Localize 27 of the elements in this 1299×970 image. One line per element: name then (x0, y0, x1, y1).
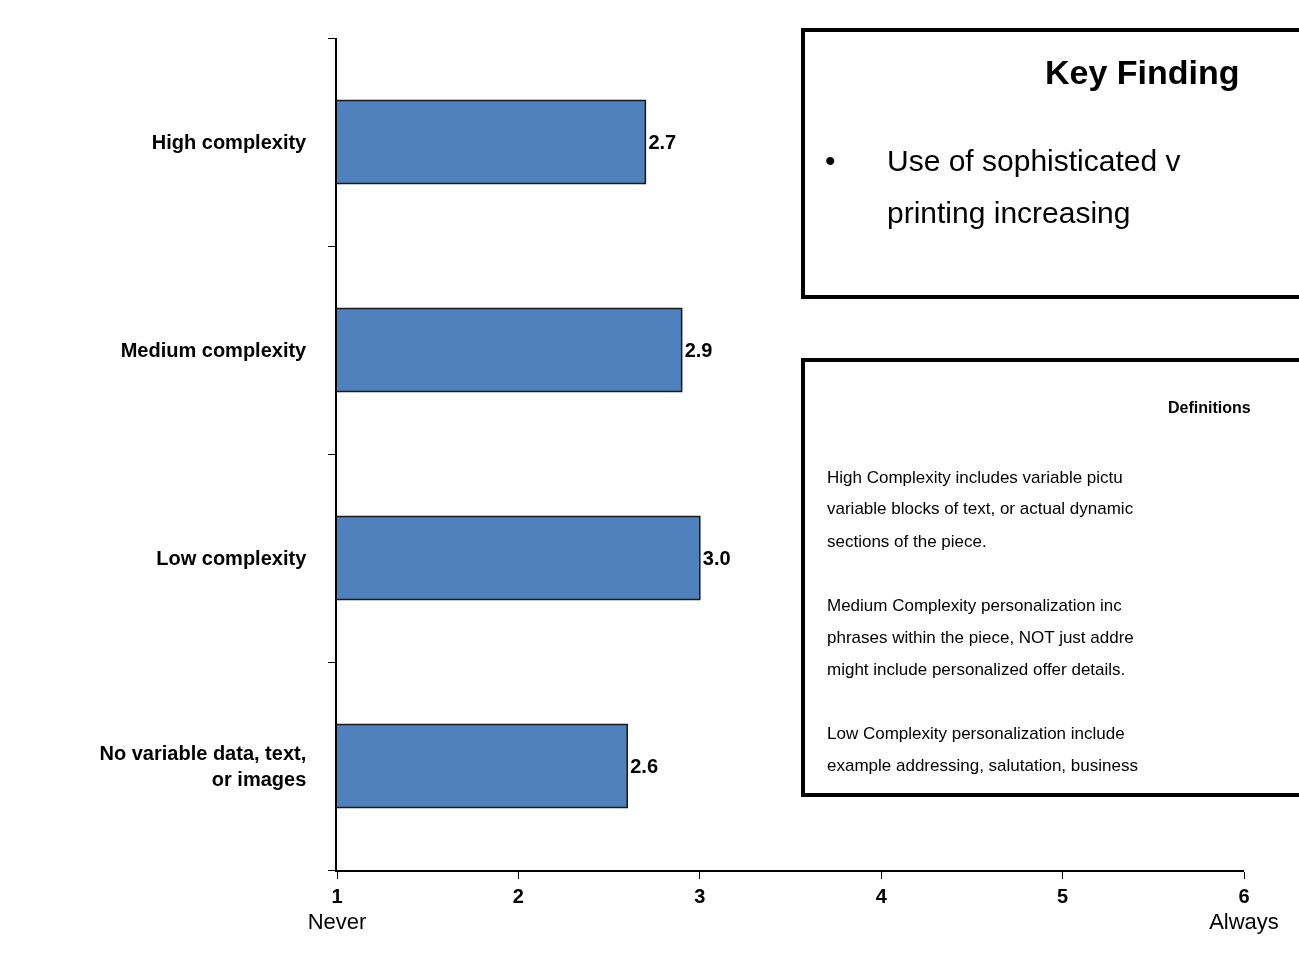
y-tick-label: No variable data, text, or images (99, 742, 307, 790)
x-tick-label: 6 Always (1209, 884, 1279, 934)
annotation: Use of sophisticated v (887, 144, 1181, 177)
data-label: 2.9 (684, 339, 713, 361)
x-tick-label: 1 Never (307, 884, 367, 934)
annotation: might include personalized offer details. (827, 660, 1126, 679)
y-tick-label: Medium complexity (120, 339, 308, 361)
annotation: phrases within the piece, NOT just addre (827, 628, 1134, 647)
annotation: Key Finding (1045, 53, 1240, 91)
annotation: Low Complexity personalization include (827, 724, 1125, 743)
annotation: variable blocks of text, or actual dynamic (827, 499, 1134, 518)
annotation: printing increasing (887, 196, 1131, 229)
x-tick-label: 2 (512, 884, 524, 907)
annotation: Definitions (1168, 399, 1251, 416)
y-tick-label: Low complexity (156, 547, 308, 569)
data-label: 3.0 (702, 547, 731, 569)
data-label: 2.7 (648, 131, 677, 153)
annotation: sections of the piece. (827, 532, 987, 551)
x-tick-label: 4 (875, 884, 888, 907)
annotation: High Complexity includes variable pictu (827, 468, 1123, 487)
annotation: Medium Complexity personalization inc (827, 596, 1123, 615)
y-tick-label: High complexity (151, 131, 308, 153)
x-tick-label: 5 (1057, 884, 1069, 907)
annotation: example addressing, salutation, business (827, 756, 1138, 775)
annotation: • (825, 144, 836, 177)
data-label: 2.6 (630, 755, 659, 777)
x-tick-label: 3 (694, 884, 706, 907)
